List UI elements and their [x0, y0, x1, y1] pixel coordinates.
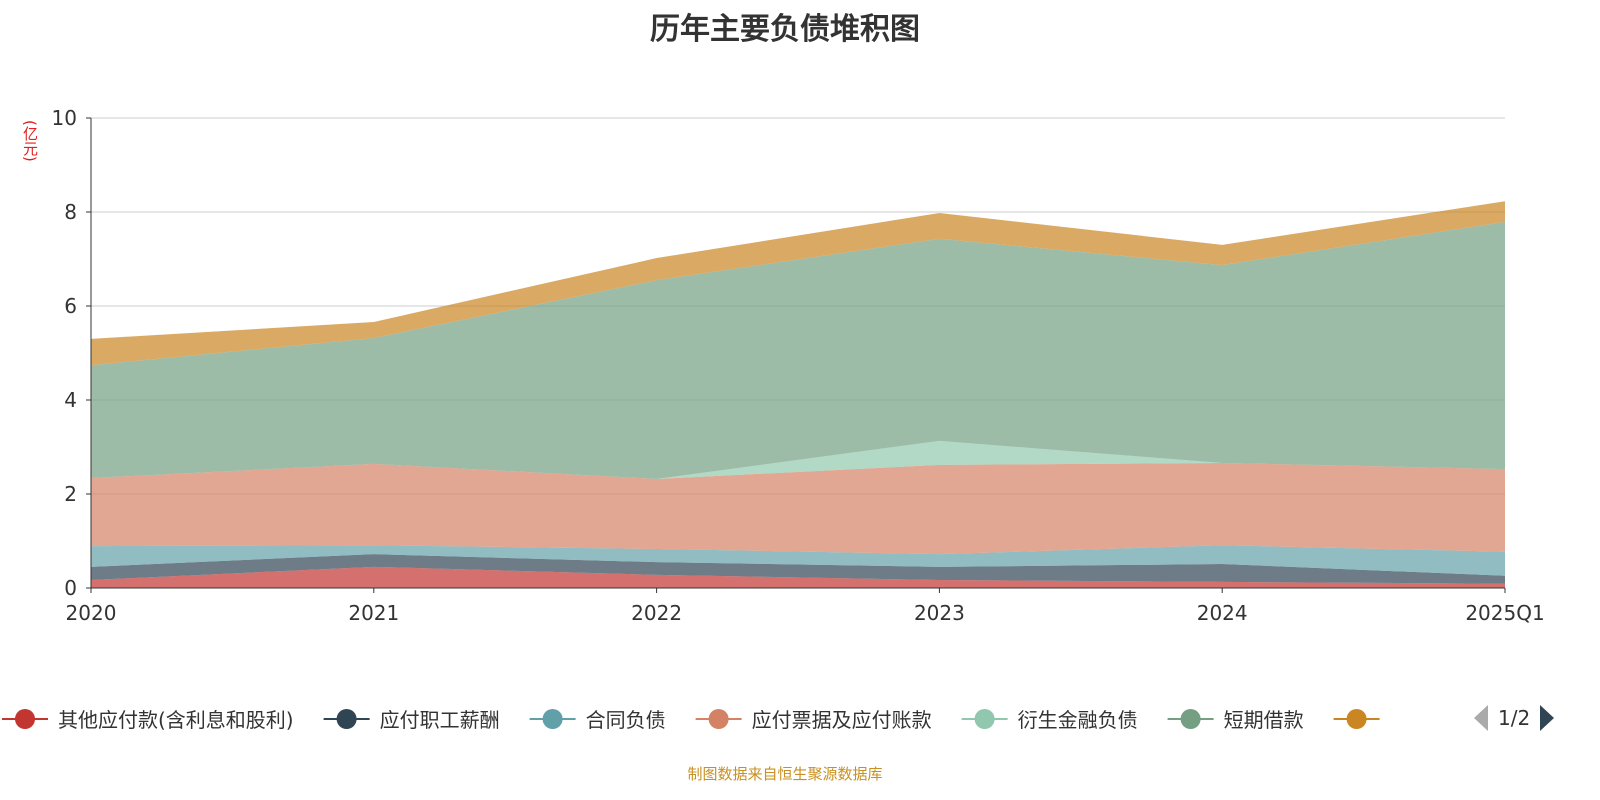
- x-tick-label: 2022: [631, 601, 682, 625]
- y-tick-label: 10: [52, 106, 77, 130]
- legend-marker-5[interactable]: [1180, 709, 1201, 729]
- legend-marker-4[interactable]: [974, 709, 995, 729]
- legend-marker-0[interactable]: [15, 709, 35, 729]
- area-series-4: [91, 440, 1505, 479]
- legend-label-0[interactable]: 其他应付款(含利息和股利): [58, 708, 294, 732]
- x-tick-label: 2024: [1197, 601, 1248, 625]
- area-series-6: [91, 201, 1505, 366]
- next-page-icon[interactable]: [1538, 703, 1556, 733]
- area-series-3: [91, 462, 1505, 555]
- legend-label-5[interactable]: 短期借款: [1224, 708, 1304, 732]
- x-tick-label: 2025Q1: [1465, 601, 1544, 625]
- legend-label-4[interactable]: 衍生金融负债: [1018, 708, 1138, 732]
- area-series-5: [91, 221, 1505, 479]
- x-tick-label: 2021: [348, 601, 399, 625]
- data-source: 制图数据来自恒生聚源数据库: [687, 765, 883, 783]
- y-tick-label: 2: [64, 482, 77, 506]
- prev-page-icon[interactable]: [1472, 703, 1490, 733]
- legend-marker-6[interactable]: [1346, 709, 1367, 729]
- area-series-1: [91, 554, 1505, 584]
- legend-label-3[interactable]: 应付票据及应付账款: [752, 708, 932, 732]
- area-series-0: [91, 566, 1505, 588]
- legend-marker-1[interactable]: [336, 709, 357, 729]
- legend-label-2[interactable]: 合同负债: [586, 708, 666, 732]
- chart-title: 历年主要负债堆积图: [650, 12, 920, 47]
- legend-label-1[interactable]: 应付职工薪酬: [380, 708, 500, 732]
- y-tick-label: 0: [64, 576, 77, 600]
- legend-pager: 1/2: [1472, 703, 1556, 733]
- y-tick-label: 8: [64, 200, 77, 224]
- x-tick-label: 2020: [66, 601, 117, 625]
- legend-page-number: 1/2: [1498, 706, 1531, 730]
- x-tick-label: 2023: [914, 601, 965, 625]
- area-series-2: [91, 545, 1505, 576]
- y-axis-unit: (亿元): [21, 120, 39, 162]
- legend-marker-2[interactable]: [542, 709, 563, 729]
- y-tick-label: 4: [64, 388, 77, 412]
- y-tick-label: 6: [64, 294, 77, 318]
- legend-marker-3[interactable]: [708, 709, 729, 729]
